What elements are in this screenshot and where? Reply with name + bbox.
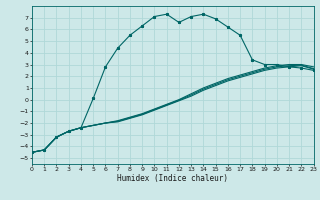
X-axis label: Humidex (Indice chaleur): Humidex (Indice chaleur) (117, 174, 228, 183)
